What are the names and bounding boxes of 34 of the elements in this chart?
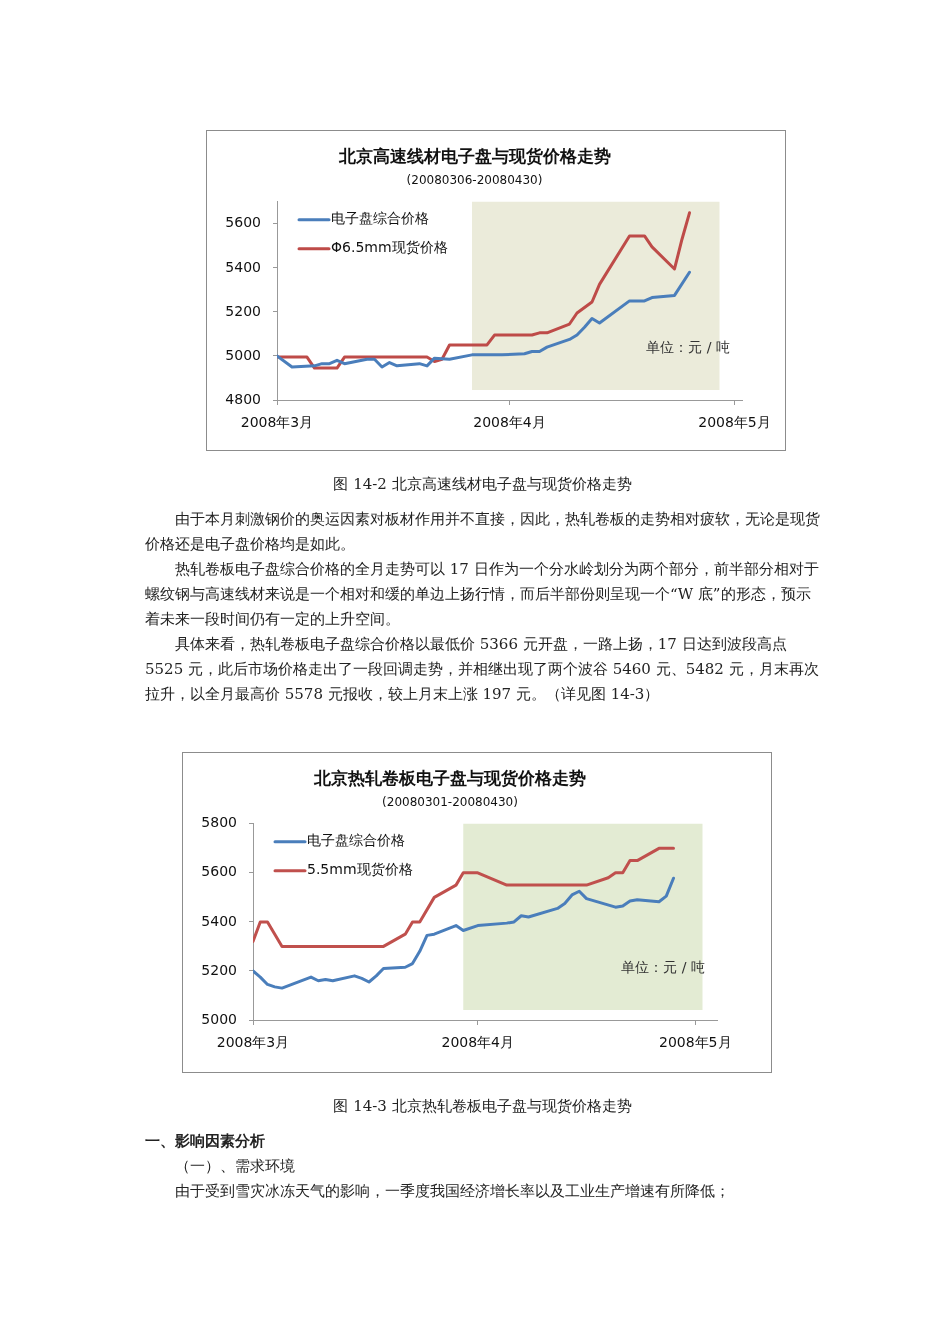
chart-title: 北京高速线材电子盘与现货价格走势: [337, 145, 611, 166]
legend-label: 5.5mm现货价格: [307, 861, 413, 878]
x-tick-label: 2008年3月: [240, 414, 314, 431]
x-tick-label: 2008年4月: [441, 1034, 515, 1051]
x-tick-label: 2008年5月: [658, 1034, 732, 1051]
chart-subtitle: (20080301-20080430): [382, 794, 518, 809]
text: 热轧卷板电子盘综合价格的全月走势可以 17 日作为一个分水岭划分为两个部分，前半部分相对于螺纹钢与高速线材来说是一个相对和缓的单边上扬行情，而后半部份则呈现一个“W 底”的形态，预示着未来一段时间仍有一定的上升空间。: [145, 559, 820, 630]
y-tick-label: 5600: [201, 863, 237, 880]
y-tick-label: 5600: [225, 214, 261, 231]
annotation: 单位：元 / 吨: [646, 338, 730, 355]
y-tick-label: 4800: [225, 390, 261, 407]
chart-subtitle: (20080306-20080430): [406, 172, 543, 187]
y-tick-label: 5400: [225, 258, 261, 275]
y-tick-label: 5000: [201, 1010, 237, 1027]
text: （一）、需求环境: [174, 1156, 296, 1177]
text: 由于受到雪灾冰冻天气的影响，一季度我国经济增长率以及工业生产增速有所降低；: [174, 1181, 731, 1202]
caption: 图 14-2 北京高速线材电子盘与现货价格走势: [332, 474, 633, 495]
x-tick-label: 2008年3月: [216, 1034, 290, 1051]
legend-label: 电子盘综合价格: [307, 832, 405, 849]
y-tick-label: 5000: [225, 346, 261, 363]
caption: 图 14-3 北京热轧卷板电子盘与现货价格走势: [332, 1096, 633, 1117]
annotation: 单位：元 / 吨: [621, 958, 705, 975]
x-tick-label: 2008年5月: [698, 414, 771, 431]
x-tick-label: 2008年4月: [473, 414, 546, 431]
text: 具体来看，热轧卷板电子盘综合价格以最低价 5366 元开盘，一路上扬，17 日达到波段高点 5525 元，此后市场价格走出了一段回调走势，并相继出现了两个波谷 5460 元、5482 元，月末再次拉升，以全月最高价 5578 元报收，较上月末上涨 197 元。（详见图 14-3）: [145, 634, 820, 705]
legend-label: Φ6.5mm现货价格: [331, 239, 448, 256]
y-tick-label: 5200: [225, 302, 261, 319]
y-tick-label: 5200: [201, 961, 237, 978]
legend-label: 电子盘综合价格: [331, 210, 429, 227]
text: 由于本月刺激钢价的奥运因素对板材作用并不直接，因此，热轧卷板的走势相对疲软，无论是现货价格还是电子盘价格均是如此。: [145, 509, 820, 555]
chart-title: 北京热轧卷板电子盘与现货价格走势: [313, 767, 586, 788]
text: 一、影响因素分析: [145, 1131, 266, 1152]
y-tick-label: 5800: [201, 814, 237, 831]
y-tick-label: 5400: [201, 912, 237, 929]
